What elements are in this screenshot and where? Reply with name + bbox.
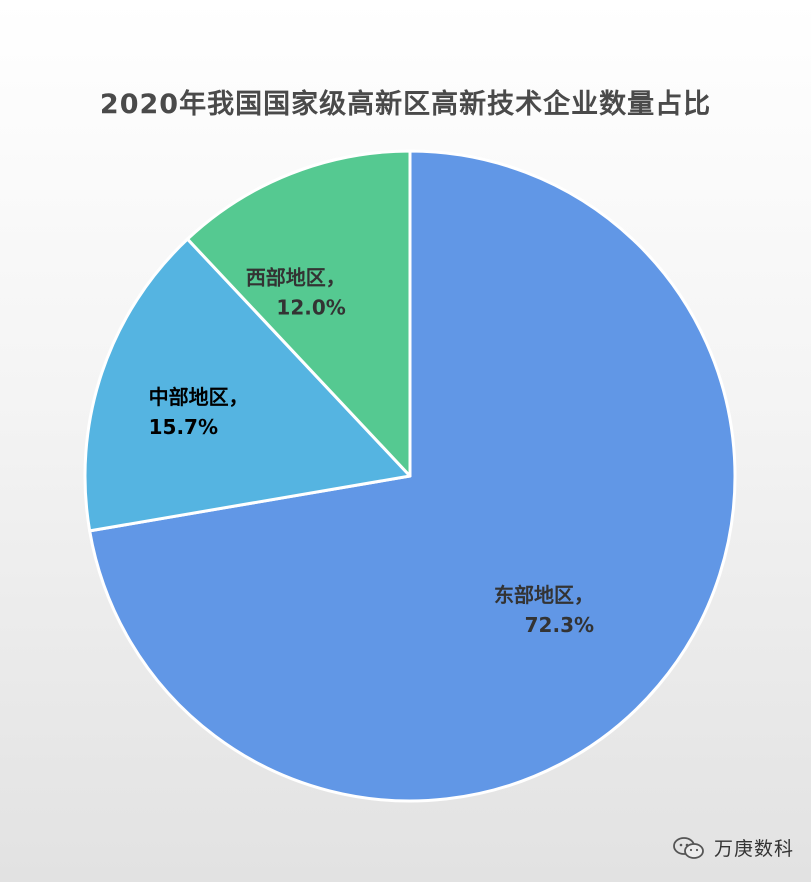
watermark: 万庚数科: [672, 834, 794, 861]
pie-slice-2: [186, 149, 412, 478]
pie-label-name-1: 中部地区，: [149, 385, 249, 409]
pie-slice-1: [83, 237, 412, 533]
pie-label-value-1: 15.7%: [149, 415, 218, 439]
wechat-icon: [673, 836, 704, 859]
chart-title: 2020年我国国家级高新区高新技术企业数量占比: [99, 89, 712, 120]
pie-label-name-2: 西部地区，: [246, 266, 346, 290]
pie-slices: [83, 149, 737, 803]
watermark-text: 万庚数科: [714, 838, 795, 860]
pie-label-value-0: 72.3%: [525, 613, 594, 637]
pie-label-0: 东部地区， 72.3%: [494, 583, 594, 637]
pie-label-1: 中部地区， 15.7%: [149, 385, 249, 439]
pie-label-value-2: 12.0%: [276, 296, 345, 320]
pie-slice-0: [88, 149, 737, 803]
pie-label-2: 西部地区， 12.0%: [246, 266, 346, 320]
pie-label-name-0: 东部地区，: [494, 583, 594, 607]
pie-labels: 东部地区， 72.3% 中部地区， 15.7% 西部地区， 12.0%: [149, 266, 594, 637]
